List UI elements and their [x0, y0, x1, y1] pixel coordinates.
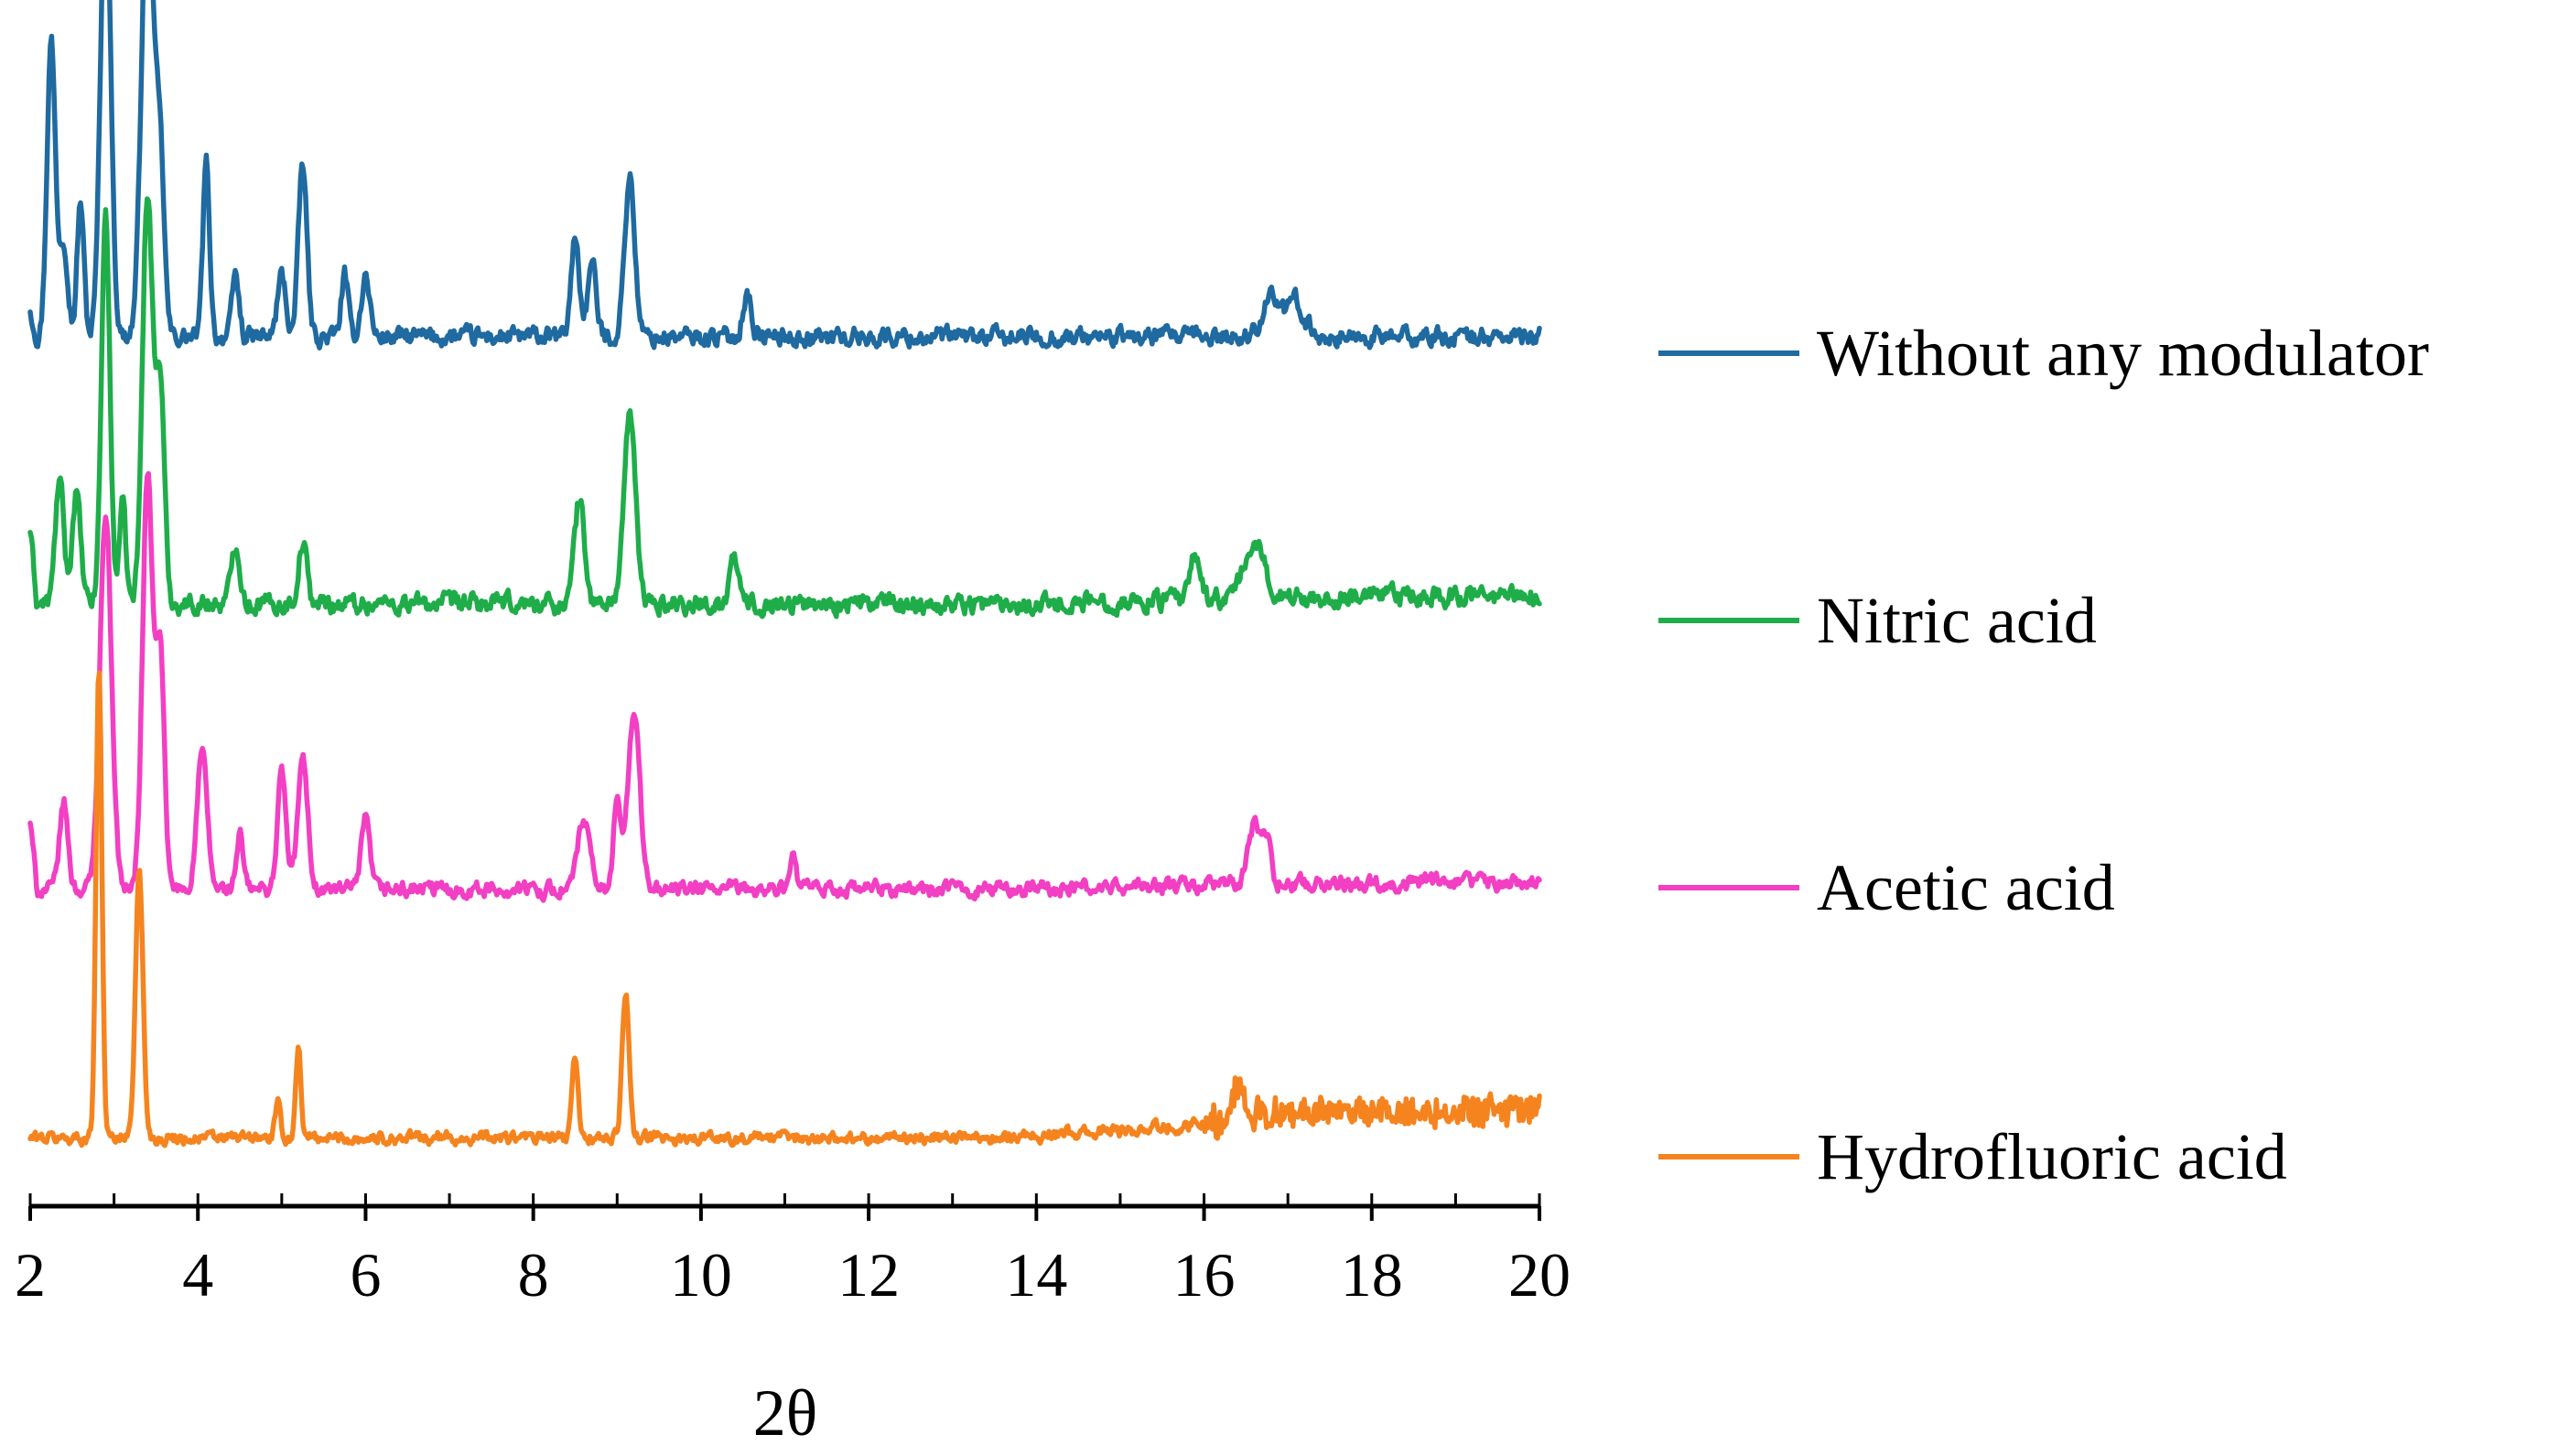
legend-item: Without any modulator: [1658, 317, 2429, 390]
legend-label: Without any modulator: [1817, 317, 2429, 390]
x-axis: 2 4 6 8 10 12 14 16 18 20 2θ: [15, 1193, 1571, 1450]
x-tick-label: 18: [1341, 1240, 1403, 1310]
legend-item: Hydrofluoric acid: [1658, 1120, 2287, 1193]
legend: Without any modulator Nitric acid Acetic a…: [1658, 317, 2429, 1193]
x-tick-labels: 2 4 6 8 10 12 14 16 18 20: [15, 1240, 1571, 1310]
series-line-hydrofluoric-acid: [27, 670, 1542, 1149]
x-tick-label: 16: [1173, 1240, 1236, 1310]
x-tick-label: 12: [837, 1240, 900, 1310]
x-tick-label: 2: [15, 1240, 46, 1310]
x-tick-label: 8: [518, 1240, 549, 1310]
x-tick-label: 20: [1508, 1240, 1571, 1310]
x-tick-label: 10: [670, 1240, 732, 1310]
legend-item: Acetic acid: [1658, 851, 2115, 924]
series-line-acetic-acid: [27, 470, 1542, 903]
x-tick-label: 4: [182, 1240, 213, 1310]
series-line-without-any-modulator: [27, 0, 1542, 351]
legend-label: Hydrofluoric acid: [1817, 1120, 2287, 1193]
plot-area: [27, 0, 1542, 1149]
x-tick-label: 6: [350, 1240, 381, 1310]
series-line-nitric-acid: [27, 196, 1542, 620]
legend-label: Acetic acid: [1817, 851, 2115, 924]
x-axis-title: 2θ: [753, 1376, 818, 1450]
series-traces: [27, 0, 1542, 1149]
legend-label: Nitric acid: [1817, 584, 2097, 657]
x-ticks: [28, 1193, 1541, 1221]
legend-item: Nitric acid: [1658, 584, 2097, 657]
x-tick-label: 14: [1005, 1240, 1067, 1310]
